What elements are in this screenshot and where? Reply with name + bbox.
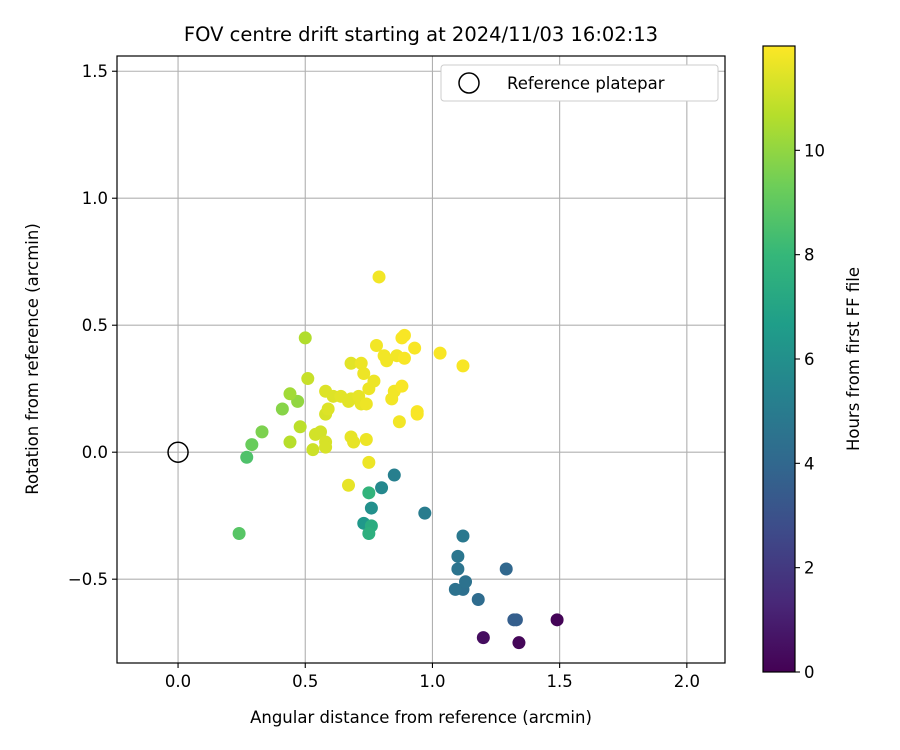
reference-platepar-marker: [167, 441, 189, 463]
data-point: [372, 270, 386, 284]
x-tick-label: 0.5: [292, 672, 318, 691]
data-point: [306, 443, 320, 457]
colorbar-label: Hours from first FF file: [844, 267, 863, 451]
chart-title: FOV centre drift starting at 2024/11/03 …: [184, 23, 658, 46]
plot-area: [117, 56, 725, 663]
x-axis-label: Angular distance from reference (arcmin): [250, 708, 592, 727]
data-point: [456, 529, 470, 543]
data-point: [362, 526, 376, 540]
colorbar-tick-label: 0: [804, 663, 815, 682]
legend-label-reference-platepar: Reference platepar: [507, 74, 665, 93]
data-point: [362, 486, 376, 500]
data-point: [392, 415, 406, 429]
data-point: [375, 481, 389, 495]
data-point: [314, 425, 328, 439]
x-tick-label: 1.5: [547, 672, 573, 691]
y-tick-label: 0.0: [82, 443, 108, 462]
data-point: [293, 420, 307, 434]
data-point: [359, 397, 373, 411]
data-point: [369, 339, 383, 353]
legend-box: [440, 64, 719, 102]
data-point: [499, 562, 513, 576]
y-tick-label: 1.5: [82, 62, 108, 81]
data-point: [397, 328, 411, 342]
data-point: [395, 379, 409, 393]
data-point: [364, 501, 378, 515]
x-tick-label: 0.0: [165, 672, 191, 691]
data-point: [380, 354, 394, 368]
data-point: [240, 450, 254, 464]
data-point: [418, 506, 432, 520]
colorbar: 0 2 4 6 8 10 Hours from first FF file: [762, 45, 863, 682]
colorbar-gradient: [762, 45, 796, 673]
data-point: [283, 387, 297, 401]
data-point: [298, 331, 312, 345]
data-points: [167, 270, 564, 650]
legend: Reference platepar: [440, 64, 719, 102]
data-point: [367, 374, 381, 388]
data-point: [354, 356, 368, 370]
data-point: [448, 582, 462, 596]
data-point: [301, 372, 315, 386]
data-point: [387, 468, 401, 482]
data-point: [408, 341, 422, 355]
x-axis-ticks: 0.0 0.5 1.0 1.5 2.0: [165, 663, 700, 691]
data-point: [359, 433, 373, 447]
data-point: [410, 405, 424, 419]
legend-reference-marker: [458, 72, 480, 94]
data-point: [451, 562, 465, 576]
data-point: [344, 356, 358, 370]
data-point: [275, 402, 289, 416]
data-point: [362, 455, 376, 469]
data-point: [357, 366, 371, 380]
colorbar-tick-label: 4: [804, 454, 815, 473]
data-point: [456, 359, 470, 373]
data-point: [451, 549, 465, 563]
y-axis-label: Rotation from reference (arcmin): [23, 223, 42, 495]
data-point: [397, 351, 411, 365]
y-axis-ticks: −0.5 0.0 0.5 1.0 1.5: [68, 62, 117, 589]
y-tick-label: −0.5: [68, 570, 108, 589]
data-point: [232, 526, 246, 540]
data-point: [255, 425, 269, 439]
data-point: [341, 478, 355, 492]
colorbar-tick-label: 10: [804, 141, 825, 160]
y-tick-label: 0.5: [82, 316, 108, 335]
data-point: [319, 440, 333, 454]
data-point: [507, 613, 521, 627]
colorbar-tick-label: 2: [804, 559, 815, 578]
colorbar-ticks: 0 2 4 6 8 10: [795, 141, 825, 682]
data-point: [471, 593, 485, 607]
x-tick-label: 2.0: [674, 672, 700, 691]
colorbar-tick-label: 8: [804, 246, 815, 265]
data-point: [433, 346, 447, 360]
x-tick-label: 1.0: [419, 672, 445, 691]
colorbar-tick-label: 6: [804, 350, 815, 369]
data-point: [245, 438, 259, 452]
data-point: [459, 575, 473, 589]
data-point: [512, 636, 526, 650]
data-point: [476, 631, 490, 645]
data-point: [347, 435, 361, 449]
data-point: [550, 613, 564, 627]
data-point: [321, 402, 335, 416]
data-point: [283, 435, 297, 449]
y-tick-label: 1.0: [82, 189, 108, 208]
plot-frame: [116, 55, 726, 664]
